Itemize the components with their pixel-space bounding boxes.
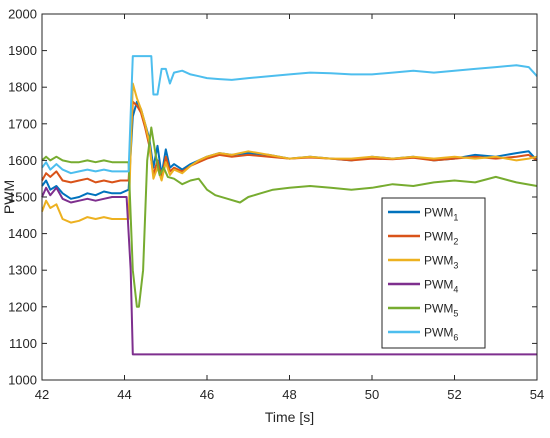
legend: PWM1 PWM2 PWM3 PWM4 PWM5 PWM6 bbox=[381, 197, 486, 349]
legend-subscript: 3 bbox=[453, 261, 458, 271]
y-tick-label: 1400 bbox=[8, 226, 37, 241]
y-tick-label: 2000 bbox=[8, 7, 37, 22]
series-line-pwm6 bbox=[41, 55, 538, 175]
y-axis-label: PWM bbox=[1, 180, 17, 214]
x-tick-label: 54 bbox=[530, 387, 544, 402]
y-tick-label: 1300 bbox=[8, 263, 37, 278]
legend-label-pwm6: PWM6 bbox=[424, 326, 458, 343]
y-tick-label: 1700 bbox=[8, 116, 37, 131]
legend-label-pwm5: PWM5 bbox=[424, 302, 458, 319]
y-tick-label: 1200 bbox=[8, 299, 37, 314]
y-tick-label: 1500 bbox=[8, 190, 37, 205]
series-lines bbox=[41, 55, 538, 356]
legend-subscript: 2 bbox=[453, 237, 458, 247]
series-line-pwm4 bbox=[41, 186, 537, 356]
x-tick-label: 44 bbox=[117, 387, 131, 402]
series-line-pwm3 bbox=[41, 82, 538, 224]
x-axis: 42 44 46 48 50 52 54 bbox=[35, 14, 544, 402]
x-tick-label: 48 bbox=[282, 387, 296, 402]
y-axis: 1000 1100 1200 1300 1400 1500 1600 1700 1800 1900… bbox=[8, 7, 537, 388]
legend-label-pwm3: PWM3 bbox=[424, 254, 458, 271]
series-line-pwm5 bbox=[41, 126, 538, 308]
legend-label-pwm2: PWM2 bbox=[424, 230, 458, 247]
legend-subscript: 6 bbox=[453, 333, 458, 343]
legend-subscript: 4 bbox=[453, 285, 458, 295]
y-tick-label: 1900 bbox=[8, 43, 37, 58]
x-tick-label: 52 bbox=[447, 387, 461, 402]
y-tick-label: 1600 bbox=[8, 153, 37, 168]
y-tick-label: 1100 bbox=[9, 336, 37, 351]
legend-label-pwm1: PWM1 bbox=[424, 206, 458, 223]
y-tick-label: 1800 bbox=[8, 80, 37, 95]
x-tick-label: 46 bbox=[200, 387, 214, 402]
x-tick-label: 42 bbox=[35, 387, 49, 402]
legend-label-pwm4: PWM4 bbox=[424, 278, 458, 295]
x-axis-label: Time [s] bbox=[265, 409, 314, 425]
y-tick-label: 1000 bbox=[8, 373, 37, 388]
legend-subscript: 1 bbox=[453, 213, 458, 223]
legend-subscript: 5 bbox=[453, 309, 458, 319]
x-tick-label: 50 bbox=[365, 387, 379, 402]
legend-box bbox=[381, 197, 486, 349]
